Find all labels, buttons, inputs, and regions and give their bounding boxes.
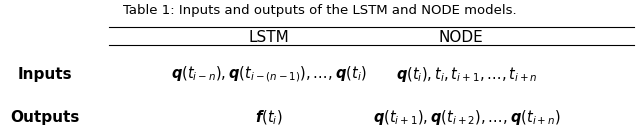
Text: Inputs: Inputs: [17, 67, 72, 82]
Text: $\boldsymbol{q}(t_{i+1}), \boldsymbol{q}(t_{i+2}), \ldots, \boldsymbol{q}(t_{i+n: $\boldsymbol{q}(t_{i+1}), \boldsymbol{q}…: [373, 108, 561, 127]
Text: Outputs: Outputs: [10, 110, 79, 125]
Text: Table 1: Inputs and outputs of the LSTM and NODE models.: Table 1: Inputs and outputs of the LSTM …: [123, 4, 517, 17]
Text: $\boldsymbol{q}(t_i), t_i, t_{i+1}, \ldots, t_{i+n}$: $\boldsymbol{q}(t_i), t_i, t_{i+1}, \ldo…: [396, 65, 538, 84]
Text: $\boldsymbol{q}(t_{i-n}), \boldsymbol{q}(t_{i-(n-1)}), \ldots, \boldsymbol{q}(t_: $\boldsymbol{q}(t_{i-n}), \boldsymbol{q}…: [171, 64, 367, 84]
Text: $\boldsymbol{f}(t_i)$: $\boldsymbol{f}(t_i)$: [255, 108, 282, 127]
Text: LSTM: LSTM: [248, 30, 289, 45]
Text: NODE: NODE: [438, 30, 483, 45]
